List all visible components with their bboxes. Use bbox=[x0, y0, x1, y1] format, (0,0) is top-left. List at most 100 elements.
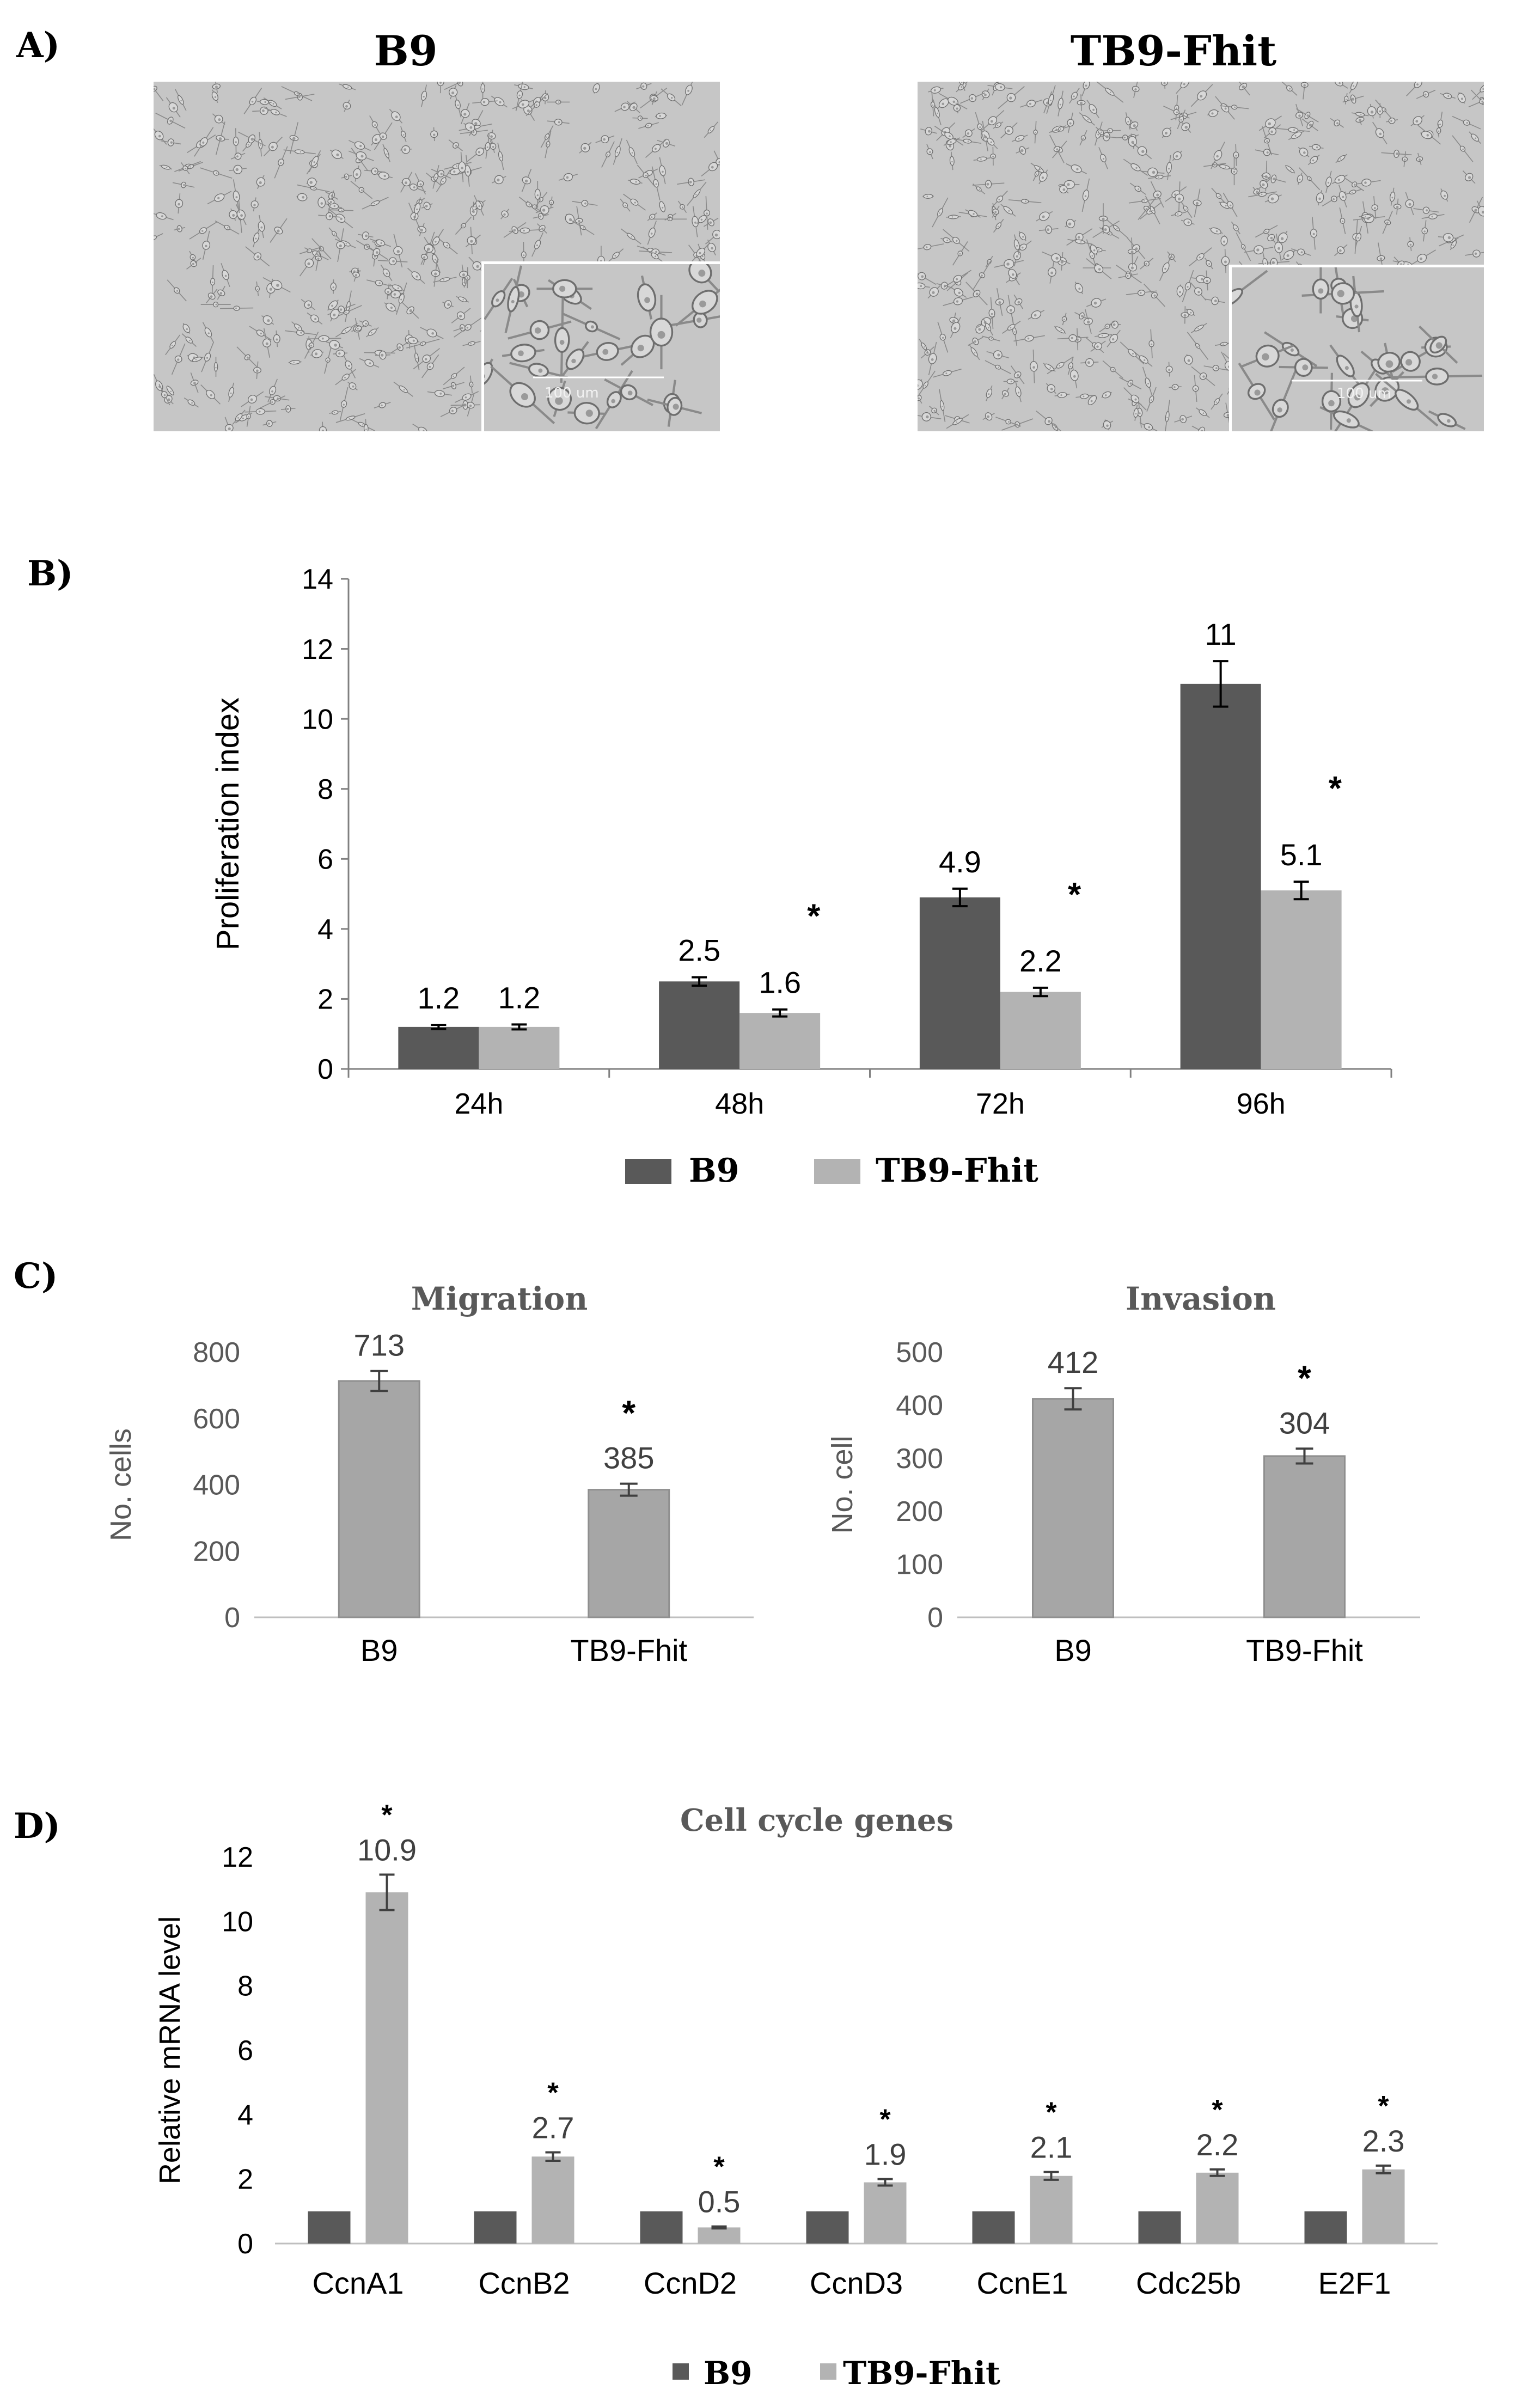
cell bbox=[592, 83, 600, 94]
y-tick-label: 14 bbox=[302, 564, 333, 595]
cell-nucleus bbox=[956, 421, 958, 423]
cell-nucleus bbox=[347, 364, 350, 367]
cell bbox=[1126, 290, 1157, 296]
cell-nucleus bbox=[258, 410, 261, 413]
cell bbox=[467, 394, 475, 417]
data-label: 304 bbox=[1279, 1405, 1330, 1440]
cell-nucleus bbox=[1087, 119, 1089, 120]
cell-nucleus bbox=[1354, 304, 1359, 309]
cell-nucleus bbox=[625, 205, 627, 206]
cell bbox=[1098, 146, 1108, 169]
significance-marker: * bbox=[879, 2104, 891, 2136]
cell-nucleus bbox=[400, 298, 402, 301]
cell-nucleus bbox=[1171, 256, 1173, 258]
cell-nucleus bbox=[383, 174, 386, 178]
cell-body bbox=[1337, 155, 1346, 162]
cell bbox=[1211, 187, 1226, 205]
cell-nucleus bbox=[451, 410, 454, 412]
cell-nucleus bbox=[307, 262, 310, 266]
cell-nucleus bbox=[1327, 181, 1330, 184]
cell bbox=[374, 122, 393, 150]
cell-nucleus bbox=[446, 245, 448, 247]
cell bbox=[692, 206, 699, 237]
cell-nucleus bbox=[215, 85, 218, 89]
cell-body bbox=[1055, 326, 1065, 334]
cell-nucleus bbox=[451, 91, 455, 95]
cell-nucleus bbox=[1106, 424, 1109, 427]
cell bbox=[1386, 117, 1398, 124]
cell-nucleus bbox=[1017, 392, 1020, 394]
cell-nucleus bbox=[334, 233, 335, 235]
significance-marker: * bbox=[1046, 2097, 1057, 2129]
cell-nucleus bbox=[990, 141, 992, 143]
cell bbox=[189, 222, 217, 240]
cell bbox=[932, 197, 949, 228]
cell-body bbox=[270, 109, 280, 115]
cell bbox=[220, 305, 254, 311]
cell bbox=[1054, 392, 1070, 398]
cell bbox=[547, 119, 570, 126]
cell bbox=[304, 332, 319, 359]
x-tick-label: CcnD3 bbox=[810, 2266, 903, 2300]
cell-nucleus bbox=[1101, 131, 1102, 133]
cell-nucleus bbox=[267, 319, 270, 322]
cell-nucleus bbox=[1102, 217, 1105, 221]
cell bbox=[653, 217, 687, 222]
cell-nucleus bbox=[188, 340, 191, 341]
cell-nucleus bbox=[341, 209, 343, 211]
cell bbox=[374, 402, 391, 408]
cell-nucleus bbox=[1039, 169, 1041, 170]
cell-body bbox=[1214, 398, 1220, 405]
cell-nucleus bbox=[1224, 260, 1227, 264]
legend-swatch-b9 bbox=[673, 2363, 689, 2380]
cell-nucleus bbox=[1105, 135, 1109, 138]
cell-nucleus bbox=[205, 245, 207, 248]
cell-body bbox=[934, 107, 940, 118]
cell-nucleus bbox=[1141, 150, 1145, 154]
cell-nucleus bbox=[1113, 369, 1114, 371]
cell-nucleus bbox=[1153, 294, 1156, 297]
cell bbox=[258, 215, 265, 239]
cell-nucleus bbox=[1339, 249, 1342, 252]
cell bbox=[1291, 248, 1311, 256]
cell-body bbox=[995, 222, 1002, 229]
cell-nucleus bbox=[1148, 426, 1151, 429]
cell bbox=[604, 378, 653, 406]
cell-nucleus bbox=[253, 204, 256, 206]
cell-body bbox=[1150, 206, 1156, 215]
cell bbox=[533, 213, 549, 220]
cell bbox=[421, 354, 439, 378]
cell-nucleus bbox=[459, 314, 462, 318]
cell-nucleus bbox=[416, 358, 418, 359]
cell bbox=[297, 184, 330, 193]
cell-nucleus bbox=[1235, 155, 1237, 157]
cell bbox=[390, 341, 409, 353]
cell-nucleus bbox=[462, 299, 464, 301]
cell bbox=[705, 224, 720, 245]
cell-nucleus bbox=[1466, 122, 1468, 124]
cell-nucleus bbox=[534, 206, 536, 208]
cell bbox=[241, 391, 264, 407]
cell bbox=[681, 82, 696, 106]
cell-nucleus bbox=[1010, 380, 1012, 383]
cell-nucleus bbox=[354, 274, 358, 277]
cell-nucleus bbox=[1266, 151, 1269, 154]
cell bbox=[536, 279, 593, 298]
cell-nucleus bbox=[1145, 262, 1147, 265]
cell-nucleus bbox=[434, 272, 437, 276]
cell-nucleus bbox=[1187, 221, 1190, 224]
cell bbox=[950, 317, 961, 338]
cell-nucleus bbox=[404, 181, 408, 185]
cell-nucleus bbox=[474, 206, 476, 208]
cell bbox=[1339, 207, 1346, 235]
bar-tb9-fhit bbox=[365, 1892, 408, 2244]
cell bbox=[370, 239, 392, 247]
cell-nucleus bbox=[298, 327, 300, 329]
cell bbox=[329, 208, 354, 212]
cell bbox=[1179, 199, 1193, 218]
cell-nucleus bbox=[694, 221, 696, 224]
cell bbox=[560, 341, 589, 378]
cell-nucleus bbox=[345, 330, 346, 332]
cell-nucleus bbox=[942, 102, 945, 106]
cell-body bbox=[392, 284, 403, 291]
